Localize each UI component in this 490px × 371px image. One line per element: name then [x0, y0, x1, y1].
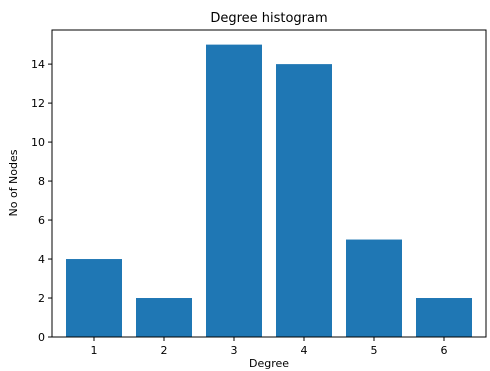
- y-tick-label: 6: [38, 214, 45, 227]
- bar-degree-1: [66, 259, 122, 337]
- y-tick-label: 0: [38, 331, 45, 344]
- bar-degree-4: [276, 64, 332, 337]
- x-tick-label: 6: [441, 344, 448, 357]
- y-tick-label: 14: [31, 58, 45, 71]
- bar-degree-2: [136, 298, 192, 337]
- x-axis-label: Degree: [249, 357, 289, 370]
- y-axis: 0 2 4 6 8 10 12 14: [31, 58, 52, 344]
- x-tick-label: 2: [161, 344, 168, 357]
- y-axis-label: No of Nodes: [7, 149, 20, 216]
- x-tick-label: 4: [301, 344, 308, 357]
- x-tick-label: 3: [231, 344, 238, 357]
- bars-group: [66, 44, 472, 337]
- plot-frame: [51, 29, 487, 338]
- y-tick-label: 2: [38, 292, 45, 305]
- x-axis: 1 2 3 4 5 6: [91, 337, 448, 357]
- chart-title: Degree histogram: [210, 11, 327, 26]
- bar-degree-6: [416, 298, 472, 337]
- y-tick-label: 8: [38, 175, 45, 188]
- x-tick-label: 5: [371, 344, 378, 357]
- bar-degree-3: [206, 44, 262, 337]
- y-tick-label: 10: [31, 136, 45, 149]
- y-tick-label: 4: [38, 253, 45, 266]
- x-tick-label: 1: [91, 344, 98, 357]
- bar-degree-5: [346, 239, 402, 337]
- y-tick-label: 12: [31, 97, 45, 110]
